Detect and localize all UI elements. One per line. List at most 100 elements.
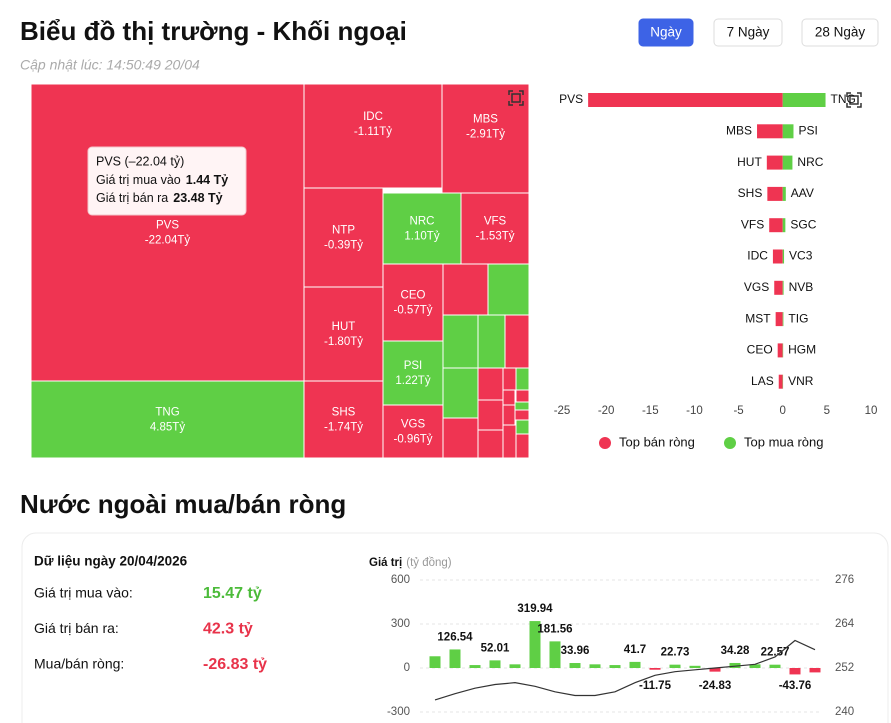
tile-value: -1.53Tỷ — [476, 231, 515, 243]
tile-label: CEO — [401, 290, 426, 302]
bar-value-label: 34.28 — [721, 645, 750, 657]
tab-button[interactable] — [713, 18, 783, 47]
bar — [469, 665, 481, 668]
bar — [782, 93, 826, 107]
bar — [767, 186, 783, 201]
bar — [775, 312, 783, 327]
treemap-tile — [382, 192, 462, 265]
summary-card — [21, 532, 889, 723]
bar-value-label: 41.7 — [624, 644, 646, 656]
bar — [609, 665, 621, 668]
tile-label: NTP — [332, 225, 355, 237]
treemap-tile — [460, 192, 530, 265]
treemap-tile-minor — [477, 399, 504, 431]
treemap-tile — [303, 286, 384, 382]
bar — [729, 662, 741, 668]
bar-value-label: -11.75 — [639, 680, 672, 692]
bar-value-label: -43.76 — [779, 680, 812, 692]
bar — [782, 249, 785, 264]
bar-value-label: 22.57 — [761, 647, 790, 659]
summary-value: 15.47 tỷ — [203, 585, 262, 602]
bar — [549, 641, 561, 668]
legend-marker[interactable] — [724, 437, 736, 449]
treemap-tile-minor — [514, 401, 530, 411]
x-tick-label: 10 — [865, 405, 878, 417]
treemap-tile-minor — [502, 424, 517, 459]
expand-icon[interactable] — [508, 90, 524, 106]
tab-label[interactable]: 7 Ngày — [727, 25, 770, 40]
bar — [782, 218, 786, 233]
combo-chart: Giá trị (tỷ đồng) -300 0 300 600 240 252 264 276 1… — [369, 557, 855, 718]
treemap-tile-minor — [515, 367, 530, 391]
legend-label[interactable]: Top mua ròng — [744, 434, 824, 449]
bar-label: MST — [745, 311, 771, 325]
treemap-tile — [382, 263, 444, 342]
bar-label: HGM — [788, 343, 816, 357]
bar-label: PSI — [798, 123, 817, 137]
bar-label: LAS — [751, 374, 774, 388]
bar-value-label: 319.94 — [517, 603, 553, 615]
tile-label: VFS — [484, 216, 507, 228]
tab-button[interactable] — [801, 18, 879, 47]
y2-tick-label: 252 — [835, 662, 854, 674]
treemap-tile-minor — [477, 367, 504, 401]
bar-value-label: 181.56 — [537, 623, 572, 635]
tabs: Ngày 7 Ngày 28 Ngày — [638, 18, 879, 47]
tile-value: 4.85Tỷ — [150, 422, 185, 434]
tile-label: NRC — [410, 216, 435, 228]
tab-label[interactable]: Ngày — [650, 25, 682, 40]
bar — [789, 668, 801, 675]
bar-label: CEO — [747, 343, 773, 357]
bar — [509, 664, 521, 668]
bar — [689, 665, 701, 668]
tile-value: 1.22Tỷ — [395, 375, 430, 387]
y-tick-label: 0 — [404, 662, 410, 674]
tile-value: 1.10Tỷ — [404, 231, 439, 243]
tile-label: TNG — [155, 407, 179, 419]
bar — [772, 249, 783, 264]
expand-icon[interactable] — [846, 92, 862, 108]
treemap-tile — [30, 380, 305, 459]
treemap-tile — [303, 187, 384, 288]
summary-label: Giá trị bán ra: — [34, 620, 119, 636]
x-tick-label: -10 — [686, 405, 703, 417]
tile-label: PSI — [404, 360, 423, 372]
tile-value: -1.74Tỷ — [324, 422, 363, 434]
tile-value: -1.80Tỷ — [324, 336, 363, 348]
bar — [429, 656, 441, 668]
tooltip-box — [87, 146, 247, 216]
treemap-tile — [30, 83, 305, 382]
tile-value: -22.04Tỷ — [145, 235, 191, 247]
bar-value-label: 22.73 — [661, 647, 690, 659]
y-tick-label: 300 — [391, 618, 410, 630]
bar-label: TNG — [831, 92, 856, 106]
bar — [669, 664, 681, 668]
treemap-tile — [382, 340, 444, 406]
legend-marker[interactable] — [599, 437, 611, 449]
bar — [757, 124, 783, 139]
legend-label[interactable]: Top bán ròng — [619, 434, 695, 449]
treemap-tile-minor — [502, 367, 517, 391]
tile-value: -0.39Tỷ — [324, 240, 363, 252]
bar-value-label: 52.01 — [481, 642, 510, 654]
bar-label: NRC — [797, 155, 823, 169]
tile-value: -1.11Tỷ — [354, 126, 392, 138]
summary-value: -26.83 tỷ — [203, 656, 267, 673]
treemap-tile-minor — [487, 263, 530, 316]
bar-value-label: 33.96 — [561, 645, 590, 657]
bar — [749, 664, 761, 668]
y2-tick-label: 240 — [835, 706, 854, 718]
bar-label: SHS — [738, 186, 763, 200]
line — [434, 639, 816, 701]
treemap-tile-minor — [477, 429, 504, 459]
tab-label[interactable]: 28 Ngày — [815, 25, 866, 40]
page-title: Biểu đồ thị trường - Khối ngoại — [20, 16, 407, 46]
treemap-tile — [303, 380, 384, 459]
tile-value: -0.57Tỷ — [394, 305, 433, 317]
bar — [649, 668, 661, 670]
tab-button[interactable] — [638, 18, 694, 47]
bar — [782, 155, 793, 170]
bar — [766, 155, 783, 170]
summary-date: Dữ liệu ngày 20/04/2026 — [34, 554, 188, 569]
